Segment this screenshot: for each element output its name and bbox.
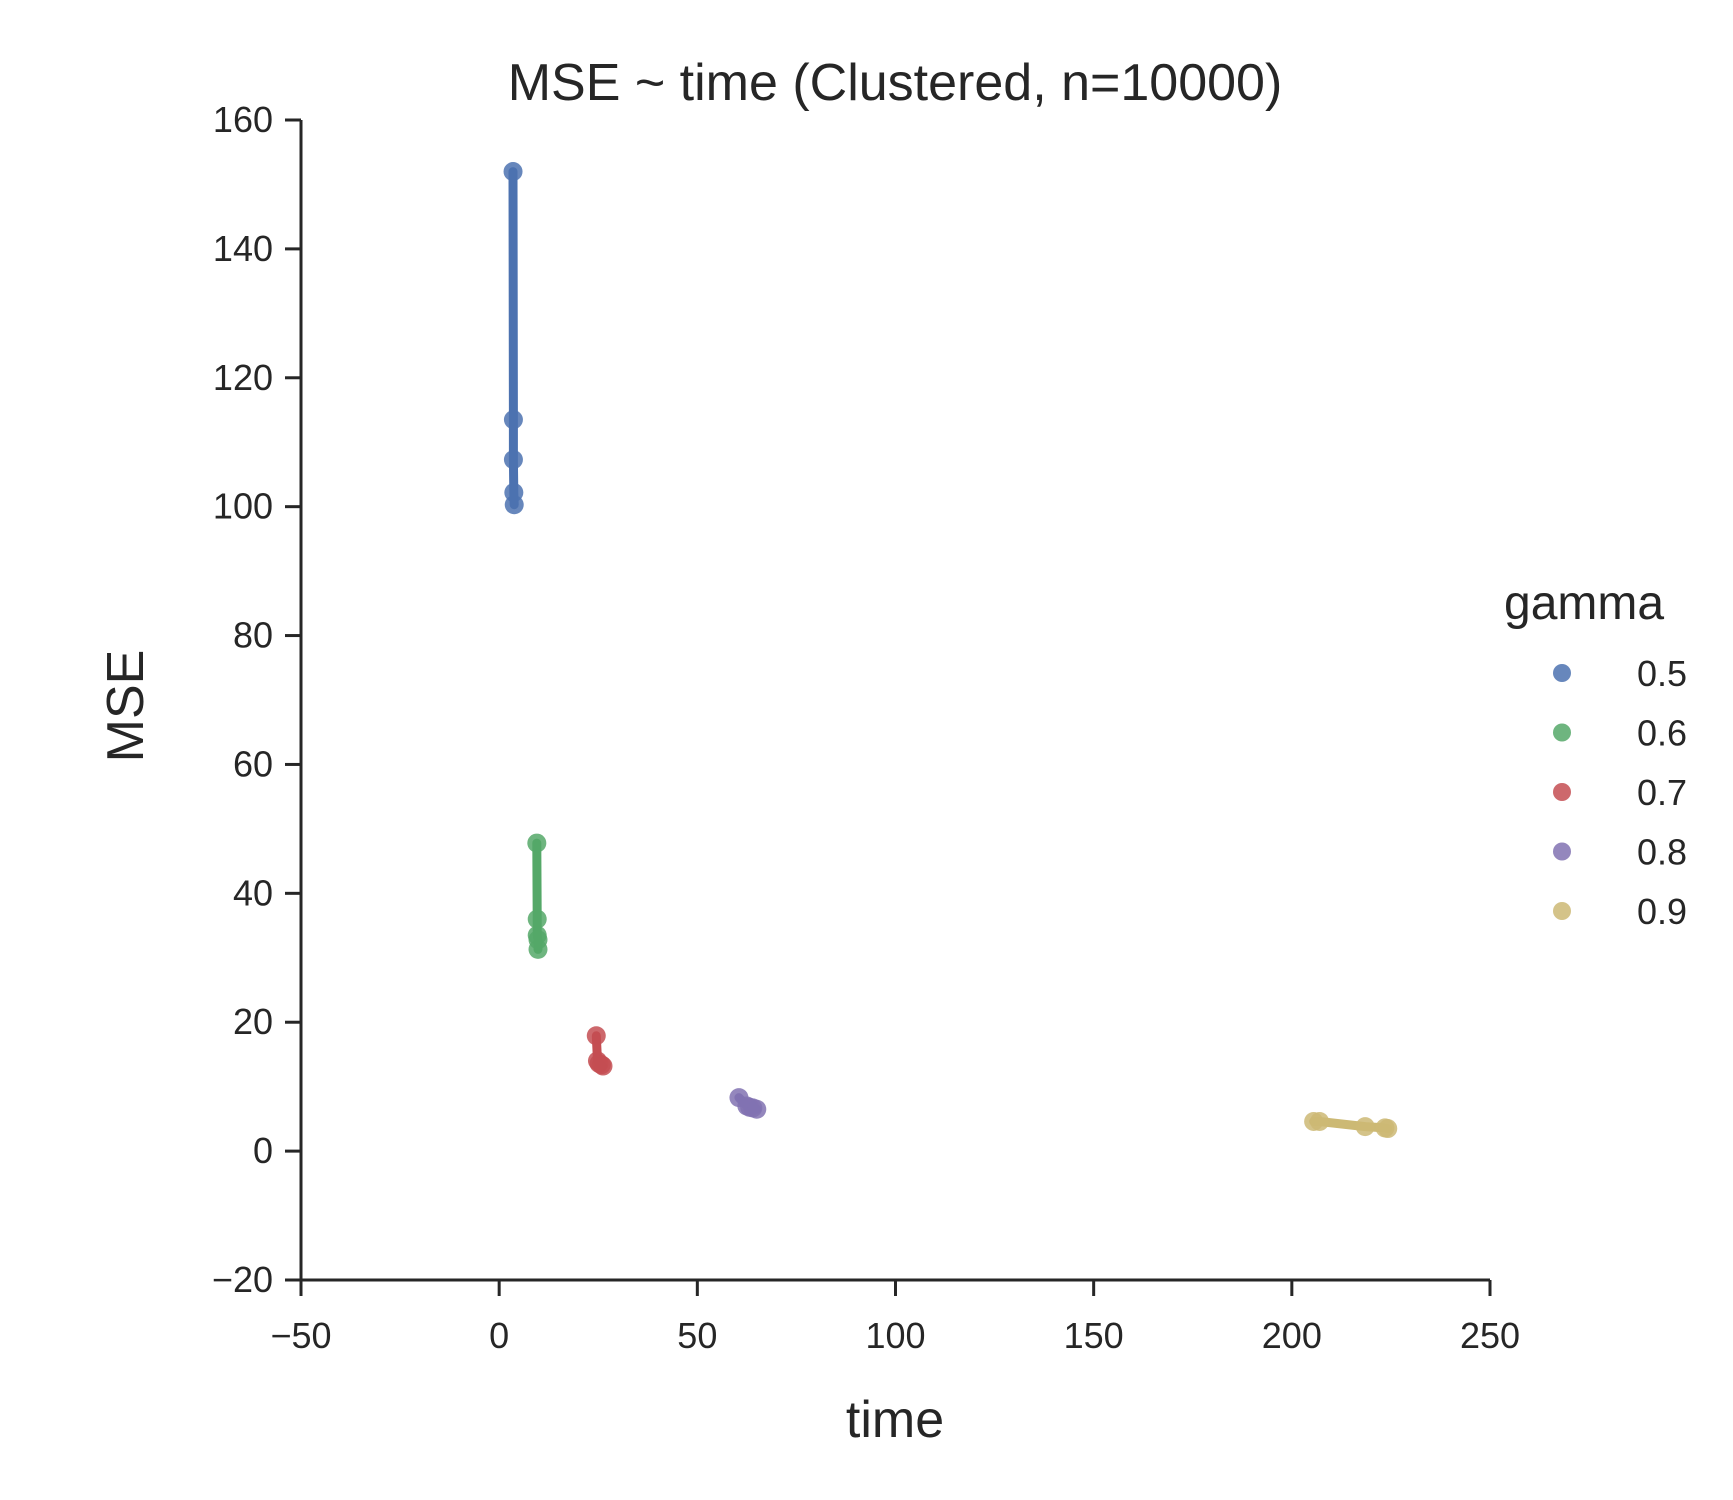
legend-marker — [1553, 723, 1571, 742]
y-tick-label: 20 — [233, 1001, 273, 1042]
y-tick-label: 80 — [233, 615, 273, 656]
legend-label: 0.8 — [1637, 832, 1687, 873]
chart-title: MSE ~ time (Clustered, n=10000) — [508, 54, 1283, 112]
data-point — [503, 450, 523, 470]
legend-label: 0.5 — [1637, 653, 1687, 694]
y-tick-label: 40 — [233, 872, 273, 913]
series-layer — [503, 162, 1398, 1139]
y-tick-label: 120 — [213, 357, 273, 398]
x-tick-label: −50 — [270, 1315, 331, 1356]
y-ticks: −20 0 20 40 60 80 100 120 140 160 — [212, 99, 301, 1300]
data-point — [503, 162, 523, 182]
data-point — [527, 909, 547, 929]
legend-label: 0.9 — [1637, 891, 1687, 932]
series-0.6 — [527, 833, 548, 959]
y-tick-label: 140 — [213, 228, 273, 269]
legend: gamma 0.5 0.6 0.7 0.8 0.9 — [1504, 577, 1687, 932]
x-tick-label: 50 — [677, 1315, 717, 1356]
data-point — [504, 495, 524, 515]
plot-area: −50 0 50 100 150 200 250 −20 0 20 40 60 80 100 120 140… — [212, 99, 1520, 1356]
series-0.9 — [1304, 1111, 1398, 1139]
y-tick-label: 60 — [233, 743, 273, 784]
x-ticks: −50 0 50 100 150 200 250 — [270, 1280, 1520, 1356]
legend-items: 0.5 0.6 0.7 0.8 0.9 — [1553, 653, 1687, 932]
data-point — [586, 1026, 606, 1046]
series-0.8 — [729, 1088, 767, 1119]
legend-label: 0.7 — [1637, 772, 1687, 813]
data-point — [1378, 1119, 1398, 1139]
x-tick-label: 150 — [1064, 1315, 1124, 1356]
x-tick-label: 100 — [865, 1315, 925, 1356]
x-tick-label: 200 — [1262, 1315, 1322, 1356]
y-tick-label: −20 — [212, 1259, 273, 1300]
y-tick-label: 100 — [213, 486, 273, 527]
data-point — [747, 1099, 767, 1119]
x-tick-label: 250 — [1460, 1315, 1520, 1356]
data-point — [503, 410, 523, 430]
y-axis-label: MSE — [97, 650, 155, 763]
x-tick-label: 0 — [489, 1315, 509, 1356]
data-point — [593, 1056, 613, 1076]
y-tick-label: 160 — [213, 99, 273, 140]
legend-marker — [1553, 842, 1571, 861]
data-point — [1310, 1111, 1330, 1131]
data-point — [1355, 1117, 1375, 1137]
legend-label: 0.6 — [1637, 713, 1687, 754]
legend-marker — [1553, 783, 1571, 801]
x-axis-label: time — [846, 1391, 944, 1449]
data-point — [528, 939, 548, 959]
legend-marker — [1553, 902, 1571, 920]
data-point — [527, 833, 547, 853]
series-0.7 — [586, 1026, 613, 1076]
y-tick-label: 0 — [253, 1130, 273, 1171]
legend-title: gamma — [1504, 577, 1664, 630]
legend-marker — [1553, 664, 1571, 682]
series-0.5 — [503, 162, 524, 515]
